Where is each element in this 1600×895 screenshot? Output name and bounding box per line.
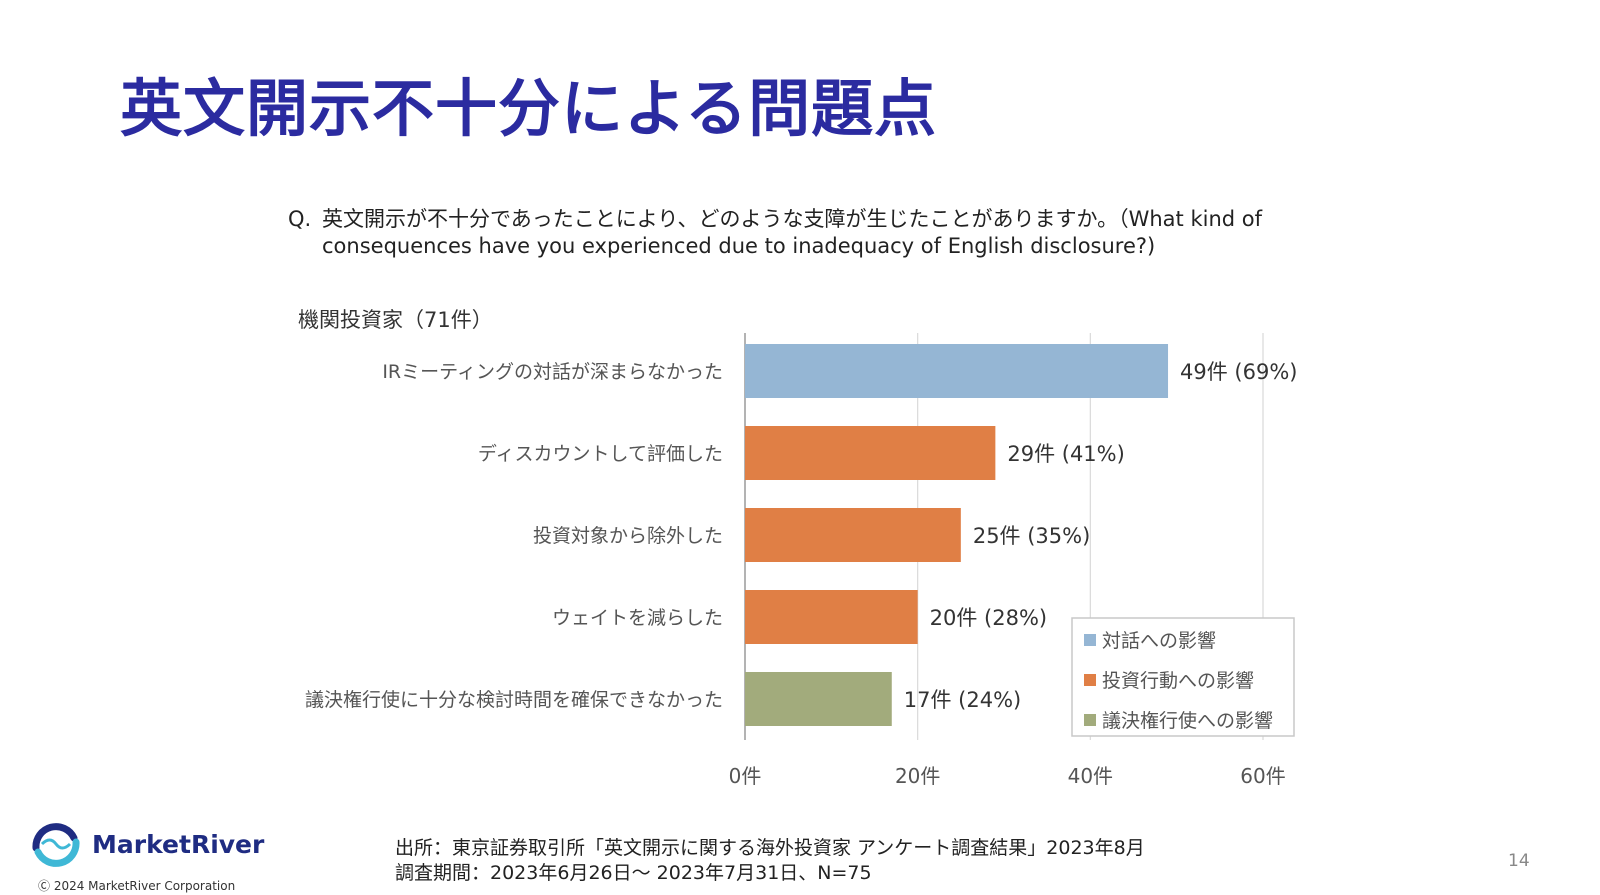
respondent-group-label: 機関投資家（71件） — [298, 308, 493, 332]
category-label: IRミーティングの対話が深まらなかった — [382, 361, 723, 383]
source-note: 出所：東京証券取引所「英文開示に関する海外投資家 アンケート調査結果」2023年… — [395, 836, 1145, 886]
labels: 0件 20件 40件 60件 IRミーティングの対話が深まらなかった 49件 (69%) デ… — [305, 360, 1298, 788]
marketriver-logo-icon — [32, 823, 80, 867]
bar — [745, 426, 996, 480]
data-label: 49件 (69%) — [1180, 360, 1297, 384]
source-line-1: 出所：東京証券取引所「英文開示に関する海外投資家 アンケート調査結果」2023年… — [395, 837, 1145, 859]
bars — [745, 344, 1169, 726]
legend-label: 議決権行使への影響 — [1102, 710, 1273, 732]
bar — [745, 590, 918, 644]
question-line-2: consequences have you experienced due to… — [322, 234, 1156, 258]
data-label: 20件 (28%) — [930, 606, 1047, 630]
survey-question: Q. 英文開示が不十分であったことにより、どのような支障が生じたことがありますか。… — [288, 206, 1262, 260]
legend-swatch — [1084, 674, 1096, 686]
x-tick-label: 20件 — [895, 764, 940, 788]
brand-name: MarketRiver — [92, 830, 265, 859]
legend-box — [1071, 617, 1295, 737]
data-label: 25件 (35%) — [973, 524, 1090, 548]
copyright: Ⓒ 2024 MarketRiver Corporation — [38, 879, 236, 893]
page-number: 14 — [1508, 851, 1530, 871]
question-prefix: Q. — [288, 207, 312, 231]
legend-label: 投資行動への影響 — [1102, 670, 1254, 692]
data-label: 17件 (24%) — [904, 688, 1021, 712]
x-tick-label: 40件 — [1068, 764, 1113, 788]
question-text-ja: 英文開示が不十分であったことにより、どのような支障が生じたことがありますか。（W… — [322, 207, 1263, 231]
data-label: 29件 (41%) — [1007, 442, 1124, 466]
x-tick-label: 60件 — [1240, 764, 1285, 788]
category-label: 議決権行使に十分な検討時間を確保できなかった — [305, 689, 723, 711]
legend-swatch — [1084, 634, 1096, 646]
category-label: ウェイトを減らした — [552, 607, 723, 629]
bar — [745, 672, 892, 726]
legend-swatch — [1084, 714, 1096, 726]
bar — [745, 344, 1169, 398]
source-line-2: 調査期間：2023年6月26日〜 2023年7月31日、N=75 — [395, 862, 872, 884]
category-label: ディスカウントして評価した — [478, 443, 723, 465]
category-label: 投資対象から除外した — [533, 525, 723, 547]
x-tick-label: 0件 — [729, 764, 762, 788]
bar — [745, 508, 961, 562]
legend-label: 対話への影響 — [1102, 630, 1216, 652]
slide-title: 英文開示不十分による問題点 — [120, 72, 938, 145]
question-line-1: Q. 英文開示が不十分であったことにより、どのような支障が生じたことがありますか。… — [288, 206, 1262, 233]
